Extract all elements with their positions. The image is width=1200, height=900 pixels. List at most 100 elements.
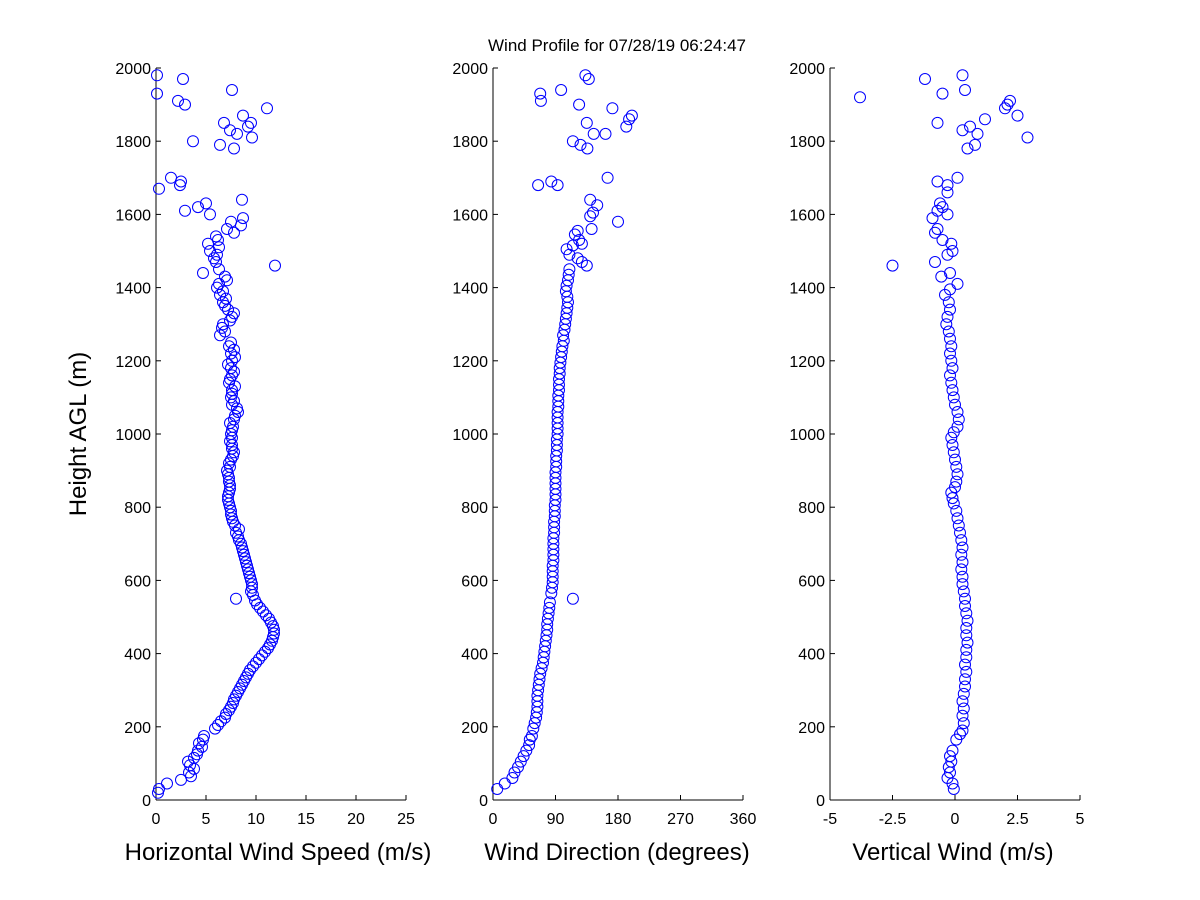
y-tick-label: 200	[461, 720, 488, 737]
data-point	[946, 744, 959, 757]
data-point	[555, 84, 568, 96]
y-tick-label: 400	[798, 647, 825, 664]
y-axis-label: Height AGL (m)	[65, 352, 92, 517]
data-point	[174, 179, 186, 192]
data-point	[534, 87, 547, 100]
data-point	[957, 585, 970, 598]
data-point	[959, 673, 971, 686]
data-point	[566, 592, 579, 605]
data-point	[571, 252, 584, 265]
data-point	[960, 643, 973, 656]
data-point	[568, 228, 581, 241]
data-point	[956, 709, 969, 722]
data-point	[237, 545, 249, 558]
data-point	[951, 277, 964, 290]
data-point	[228, 226, 240, 239]
x-tick-label: -5	[823, 811, 837, 828]
data-point	[210, 230, 222, 243]
data-point	[245, 116, 257, 129]
data-point	[263, 612, 275, 625]
x-tick-label: 0	[951, 811, 960, 828]
data-point	[979, 113, 991, 126]
data-point	[942, 296, 955, 309]
data-point	[582, 73, 595, 85]
y-tick-label: 2000	[789, 61, 825, 78]
x-tick-label: 10	[247, 811, 265, 828]
data-point	[573, 98, 586, 111]
data-point	[236, 541, 248, 554]
data-point	[213, 277, 225, 290]
data-point	[580, 259, 593, 272]
data-point	[941, 208, 954, 221]
data-point	[161, 777, 173, 790]
data-point	[944, 267, 956, 279]
data-point	[221, 223, 233, 235]
y-tick-label: 1600	[789, 207, 825, 224]
y-tick-label: 1200	[789, 354, 825, 371]
data-point	[220, 708, 232, 720]
x-tick-label: 20	[347, 811, 365, 828]
x-axis-label: Horizontal Wind Speed (m/s)	[125, 839, 432, 866]
data-point	[256, 649, 268, 662]
data-point	[579, 69, 592, 82]
data-point	[954, 526, 966, 539]
data-point	[229, 409, 241, 422]
data-point	[228, 142, 240, 155]
data-point	[191, 748, 203, 761]
data-point	[945, 237, 958, 250]
data-point	[625, 109, 638, 122]
data-point	[956, 724, 969, 737]
data-point	[947, 446, 960, 459]
data-point	[153, 783, 165, 795]
data-point	[221, 464, 233, 477]
data-point	[1011, 109, 1024, 122]
data-point	[177, 73, 189, 85]
data-point	[854, 91, 866, 104]
data-point	[969, 138, 981, 151]
data-point	[172, 94, 184, 107]
data-point	[944, 750, 956, 763]
data-point	[243, 567, 255, 580]
x-tick-label: 360	[730, 811, 757, 828]
data-point	[944, 303, 956, 316]
data-point	[151, 87, 163, 100]
y-tick-label: 0	[816, 793, 825, 810]
x-tick-label: 5	[202, 811, 211, 828]
data-point	[242, 563, 254, 576]
data-point	[956, 556, 969, 569]
data-point	[950, 504, 963, 517]
data-point	[217, 296, 229, 309]
data-point	[951, 512, 964, 525]
data-point	[175, 175, 187, 188]
data-point	[226, 424, 238, 437]
data-point	[929, 256, 941, 268]
y-tick-label: 1200	[452, 354, 488, 371]
y-tick-label: 1400	[789, 281, 825, 298]
data-point	[941, 179, 954, 192]
data-point	[226, 84, 238, 96]
data-point	[188, 751, 200, 764]
data-point	[238, 548, 250, 561]
data-point	[200, 197, 212, 210]
y-tick-label: 1600	[115, 207, 151, 224]
data-point	[229, 380, 241, 393]
x-tick-label: 0	[489, 811, 498, 828]
data-point	[257, 605, 269, 618]
data-point	[244, 570, 256, 583]
y-tick-label: 1000	[115, 427, 151, 444]
data-point	[587, 127, 600, 140]
data-point	[230, 592, 242, 605]
y-tick-label: 800	[798, 500, 825, 517]
data-point	[971, 127, 984, 140]
data-point	[956, 124, 969, 137]
data-point	[952, 519, 965, 532]
data-point	[956, 541, 969, 554]
data-point	[520, 744, 533, 757]
data-point	[935, 270, 948, 283]
y-tick-label: 800	[461, 500, 488, 517]
y-tick-label: 400	[124, 647, 151, 664]
data-point	[245, 574, 257, 587]
data-point	[571, 224, 584, 237]
y-tick-label: 1800	[789, 134, 825, 151]
